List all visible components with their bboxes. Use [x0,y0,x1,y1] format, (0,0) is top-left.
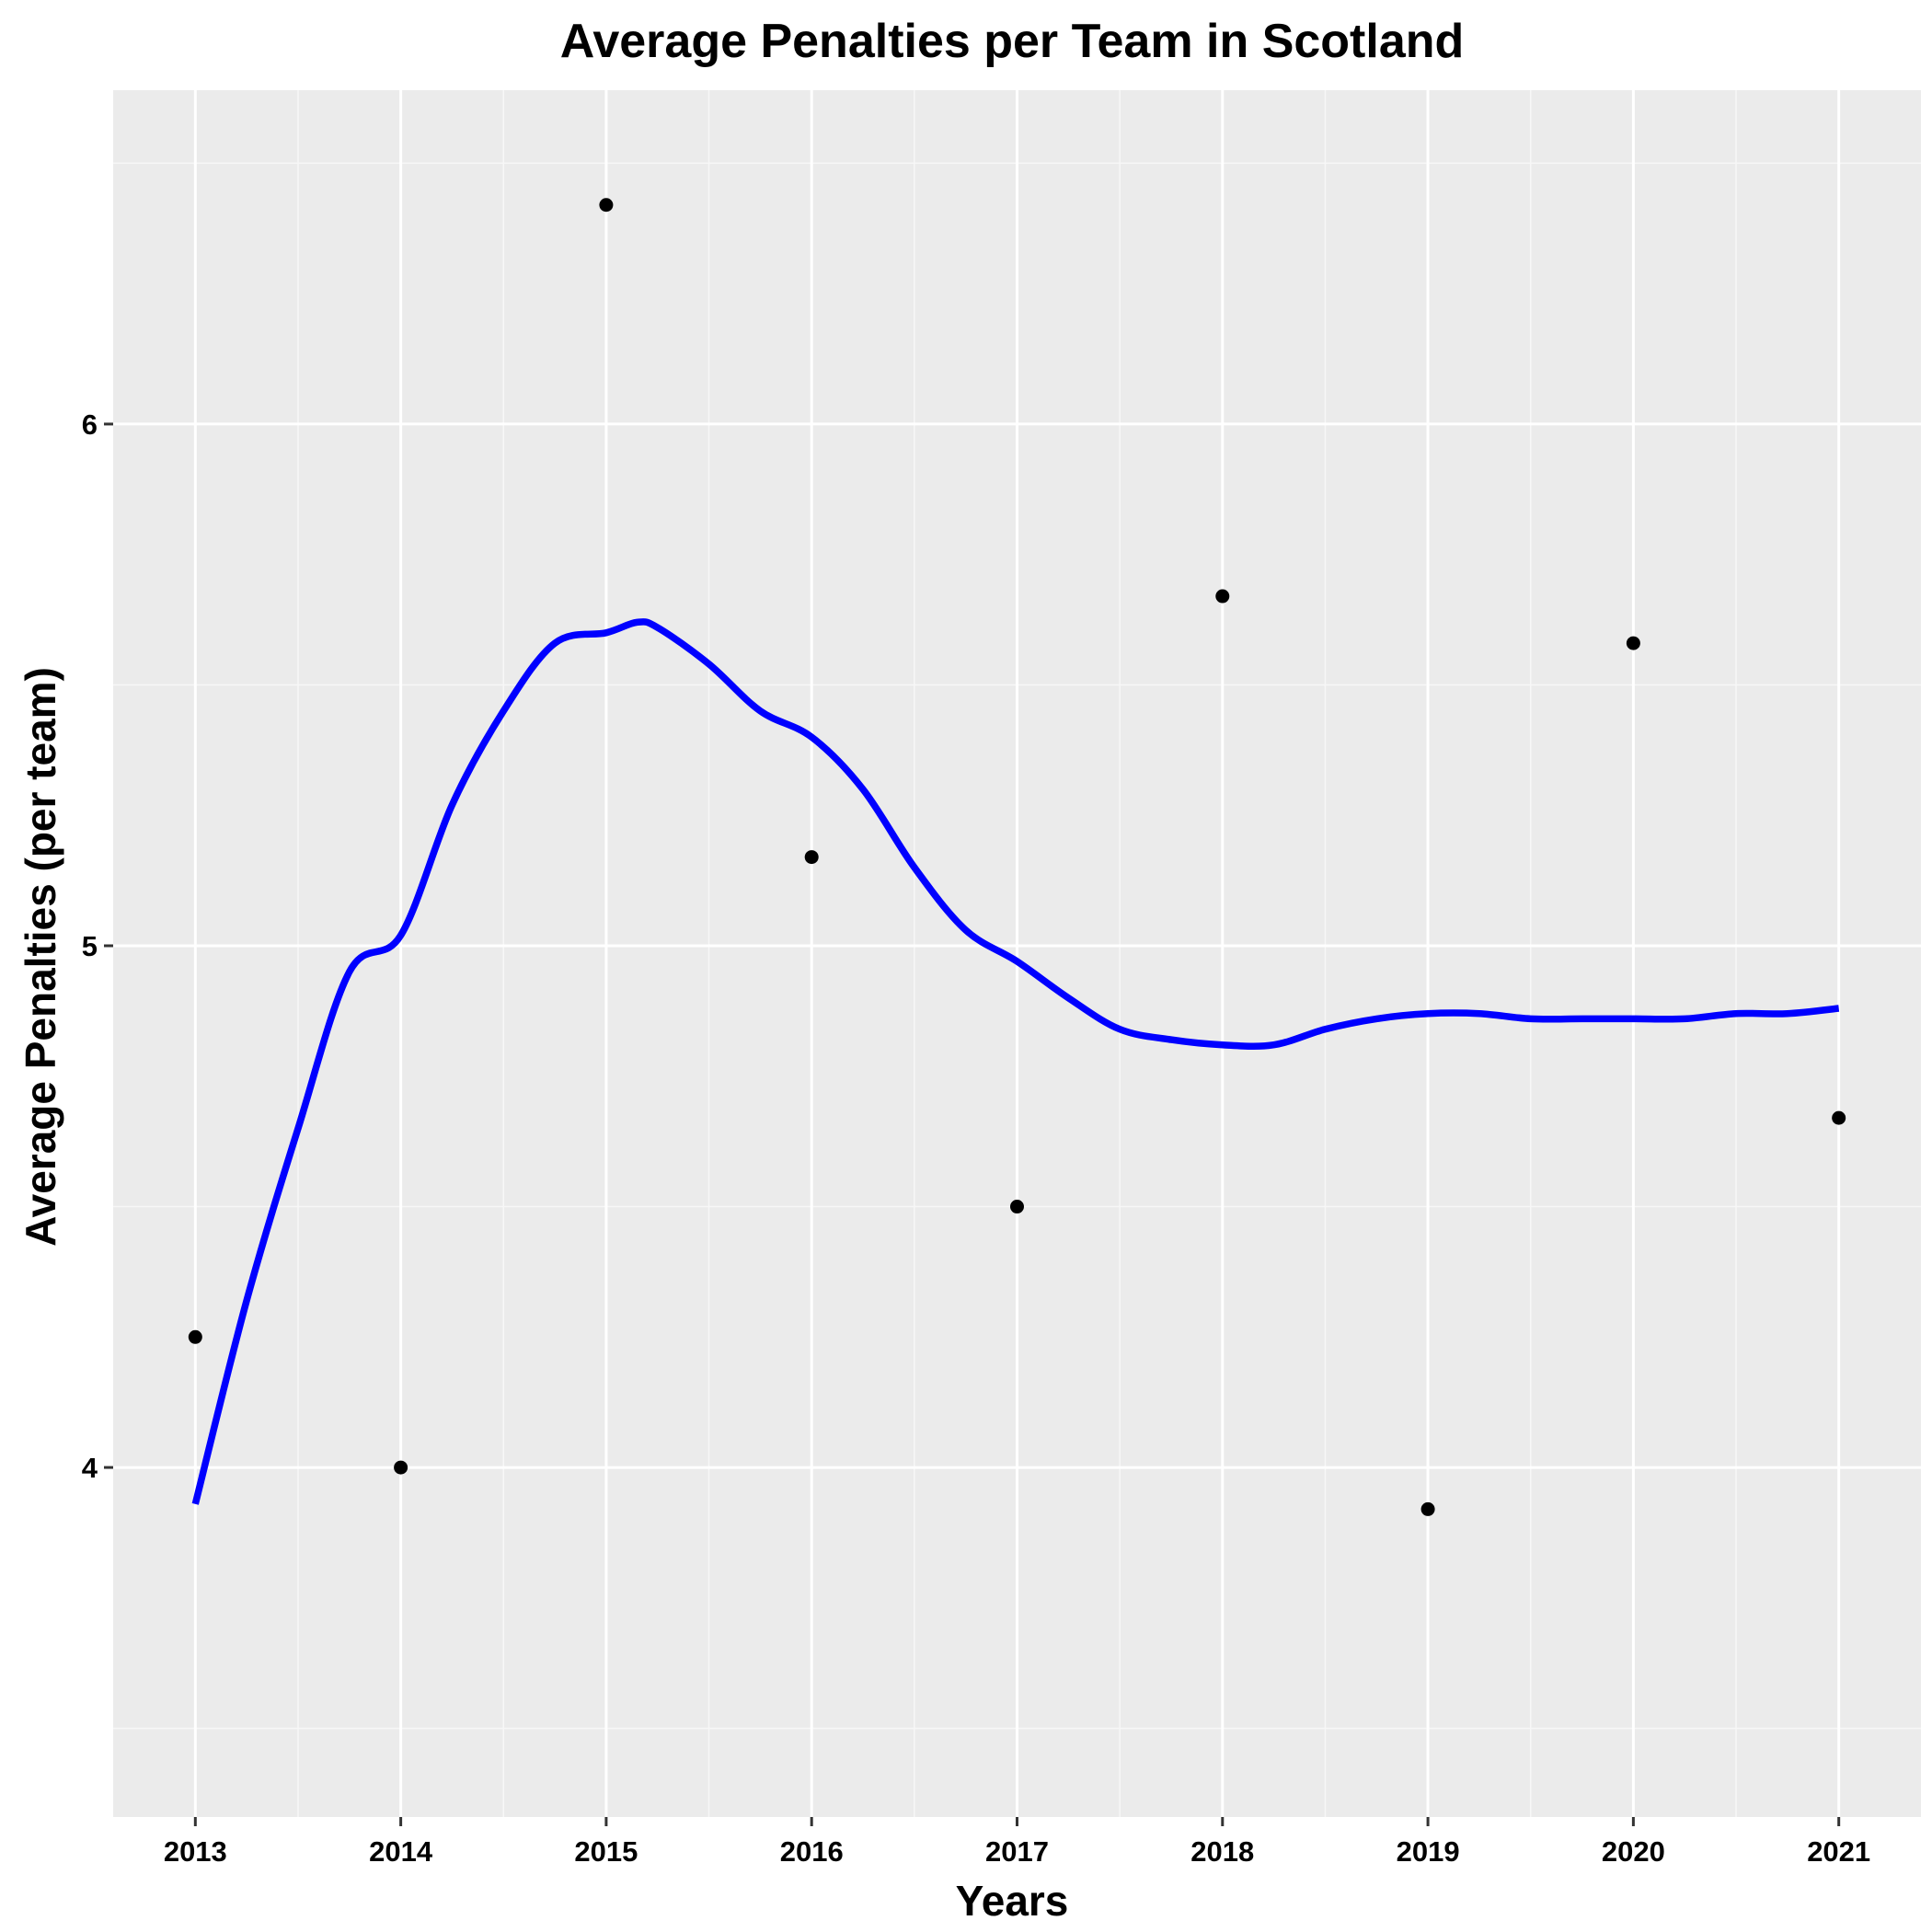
major-gridlines [113,90,1921,1817]
y-axis-title: Average Penalties (per team) [17,667,64,1247]
y-axis: 4 5 6 [82,408,113,1484]
data-point [599,198,614,213]
y-tick-label: 5 [82,930,98,962]
data-point [394,1460,408,1475]
data-points-layer [188,198,1846,1516]
x-tick-label: 2021 [1807,1835,1870,1868]
data-point [1010,1200,1024,1214]
x-tick-label: 2014 [369,1835,433,1868]
data-point [1420,1501,1435,1516]
data-point [1626,636,1640,650]
x-tick-label: 2019 [1397,1835,1460,1868]
data-point [804,850,819,865]
data-point [1832,1110,1846,1125]
x-axis-title: Years [956,1877,1069,1925]
data-point [188,1329,202,1344]
y-tick-label: 4 [82,1452,98,1484]
x-tick-label: 2017 [985,1835,1049,1868]
x-axis: 2013 2014 2015 2016 2017 2018 2019 2020 2021 [164,1817,1870,1868]
data-point [1215,589,1230,604]
x-tick-label: 2016 [780,1835,844,1868]
smooth-fit-layer [191,618,1840,1505]
x-tick-label: 2018 [1190,1835,1254,1868]
chart-title: Average Penalties per Team in Scotland [560,15,1465,68]
x-tick-label: 2013 [164,1835,227,1868]
x-tick-label: 2015 [574,1835,638,1868]
y-tick-label: 6 [82,408,98,441]
smooth-fit-line [191,618,1840,1505]
x-tick-label: 2020 [1602,1835,1665,1868]
